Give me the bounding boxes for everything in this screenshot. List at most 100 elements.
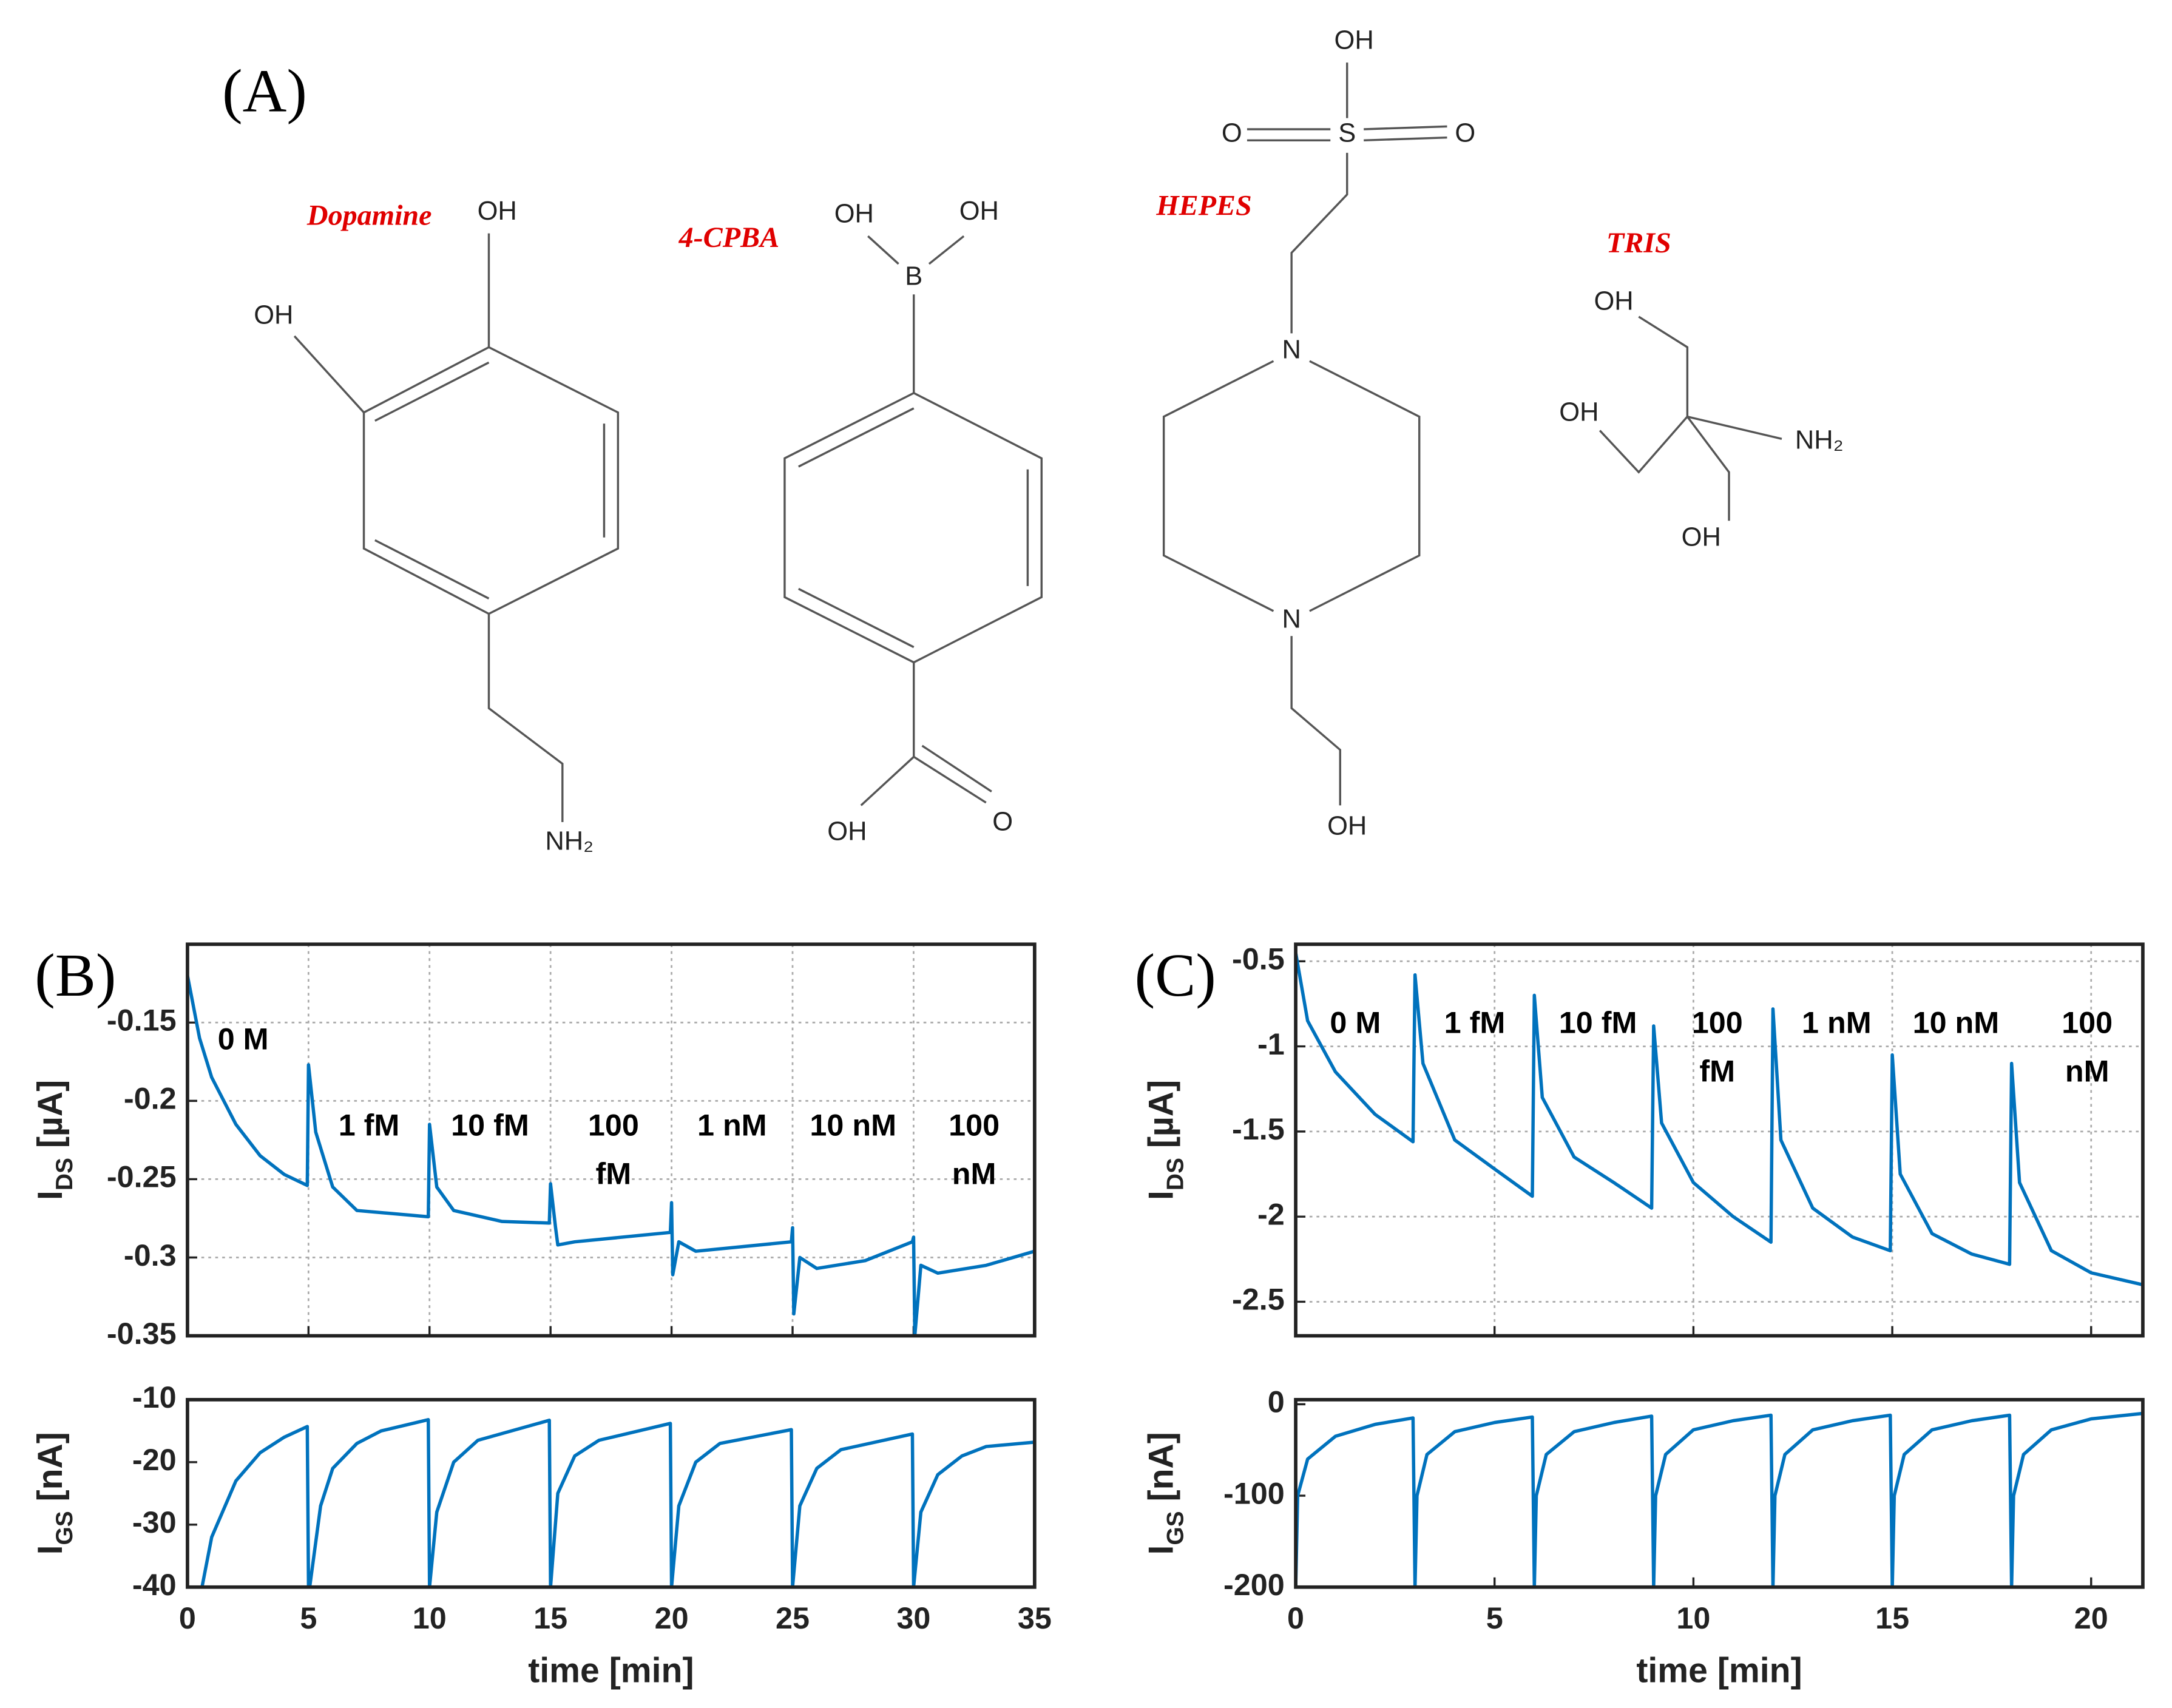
annotation: 100 (949, 1108, 1000, 1143)
atom: OH (834, 199, 874, 228)
atom: OH (478, 197, 517, 226)
x-tick-label: 20 (2074, 1601, 2108, 1635)
bond (1599, 416, 1688, 474)
bond (921, 744, 992, 792)
y-tick-label: -0.3 (124, 1238, 177, 1272)
y-tick-label: -200 (1223, 1567, 1285, 1602)
y-tick-label: -40 (132, 1567, 177, 1602)
axes-box (186, 942, 1037, 1338)
axes-box (1294, 942, 2145, 1338)
x-tick-label: 0 (1287, 1601, 1304, 1635)
y-tick-label: -2 (1257, 1197, 1285, 1231)
x-tick-label: 5 (1486, 1601, 1503, 1635)
atom: N (1282, 605, 1301, 634)
x-tick-label: 10 (1676, 1601, 1710, 1635)
y-tick-label: -20 (132, 1442, 177, 1477)
y-axis-label-part: [nA] (1142, 1432, 1181, 1511)
plot-area (187, 975, 1035, 1336)
annotation: 10 nM (810, 1108, 896, 1143)
y-axis-label-part: DS (1162, 1158, 1188, 1190)
atom: NH₂ (545, 827, 594, 856)
plot-area (1296, 952, 2143, 1287)
y-tick-label: -0.25 (107, 1159, 177, 1194)
y-axis-label-part: GS (52, 1511, 78, 1545)
x-tick-label: 5 (300, 1601, 317, 1635)
data-line (200, 1418, 1035, 1587)
y-tick-label: 0 (1268, 1385, 1285, 1419)
plot-area (200, 1418, 1035, 1587)
annotation: 100 (588, 1108, 639, 1143)
atom: O (1222, 119, 1242, 148)
bond (867, 235, 899, 265)
atom: OH (1327, 812, 1367, 841)
molecules (293, 62, 1782, 822)
annotation: 100 (2062, 1005, 2113, 1039)
axes-box (186, 1397, 1037, 1589)
atom: N (1282, 336, 1301, 365)
molecule-name: TRIS (1606, 227, 1671, 259)
y-axis-label: IDS [µA] (31, 1080, 78, 1200)
data-line (187, 975, 1035, 1336)
y-tick-label: -0.2 (124, 1081, 177, 1116)
molecule-name: Dopamine (306, 199, 432, 231)
atom: OH (1682, 523, 1721, 552)
y-axis-label: IGS [nA] (1142, 1432, 1189, 1554)
panel-label: (C) (1135, 941, 1216, 1009)
ring (1309, 360, 1421, 612)
bond (798, 587, 915, 649)
annotation: fM (596, 1156, 632, 1191)
molecule-labels: Dopamine OH OH NH₂ 4-CPBA OH OH B OH O H… (254, 25, 1843, 856)
bond (1686, 416, 1730, 521)
x-tick-label: 25 (776, 1601, 810, 1635)
bond (913, 755, 987, 804)
atom: OH (827, 817, 867, 846)
annotation: 0 M (218, 1022, 269, 1056)
annotation: nM (2065, 1053, 2109, 1088)
y-axis-label-part: DS (52, 1158, 78, 1190)
y-tick-label: -100 (1223, 1476, 1285, 1510)
y-tick-label: -30 (132, 1505, 177, 1539)
bond (1638, 316, 1689, 417)
annotation: fM (1699, 1053, 1735, 1088)
bond (1364, 136, 1447, 141)
y-axis-label-part: I (31, 1545, 70, 1555)
annotation: 1 fM (1444, 1005, 1506, 1039)
bond (374, 539, 490, 599)
atom: OH (1335, 25, 1374, 55)
annotation: 1 fM (339, 1108, 400, 1143)
atom: S (1338, 119, 1356, 148)
y-axis-label-part: GS (1162, 1511, 1188, 1545)
y-tick-label: -0.15 (107, 1003, 177, 1038)
panel-label: (A) (222, 56, 307, 124)
molecule-name: HEPES (1155, 189, 1252, 221)
y-axis-label-part: I (1142, 1190, 1181, 1200)
x-tick-label: 15 (1875, 1601, 1909, 1635)
x-tick-label: 35 (1018, 1601, 1052, 1635)
x-tick-label: 30 (896, 1601, 930, 1635)
y-tick-label: -0.5 (1232, 942, 1285, 976)
annotation: 1 nM (697, 1108, 767, 1143)
annotation: 0 M (1330, 1005, 1381, 1039)
y-tick-label: -10 (132, 1380, 177, 1414)
x-tick-label: 10 (413, 1601, 447, 1635)
annotation: nM (952, 1156, 996, 1191)
ring (1162, 360, 1274, 612)
bond (1290, 636, 1341, 806)
atom: OH (254, 300, 293, 329)
axes-box (1294, 1397, 2145, 1589)
atom: O (1455, 119, 1475, 148)
x-axis-label: time [min] (1636, 1652, 1802, 1690)
bond (798, 407, 915, 468)
y-tick-label: -0.35 (107, 1316, 177, 1351)
y-axis-label-part: I (1142, 1545, 1181, 1555)
bond (1687, 415, 1782, 440)
y-axis-label-part: [µA] (1142, 1080, 1181, 1158)
atom: OH (1594, 287, 1633, 316)
panel-label: (B) (35, 941, 116, 1009)
y-axis-label: IDS [µA] (1142, 1080, 1189, 1200)
annotation: 1 nM (1802, 1005, 1872, 1039)
y-tick-label: -1 (1257, 1027, 1285, 1061)
bond (860, 756, 915, 806)
